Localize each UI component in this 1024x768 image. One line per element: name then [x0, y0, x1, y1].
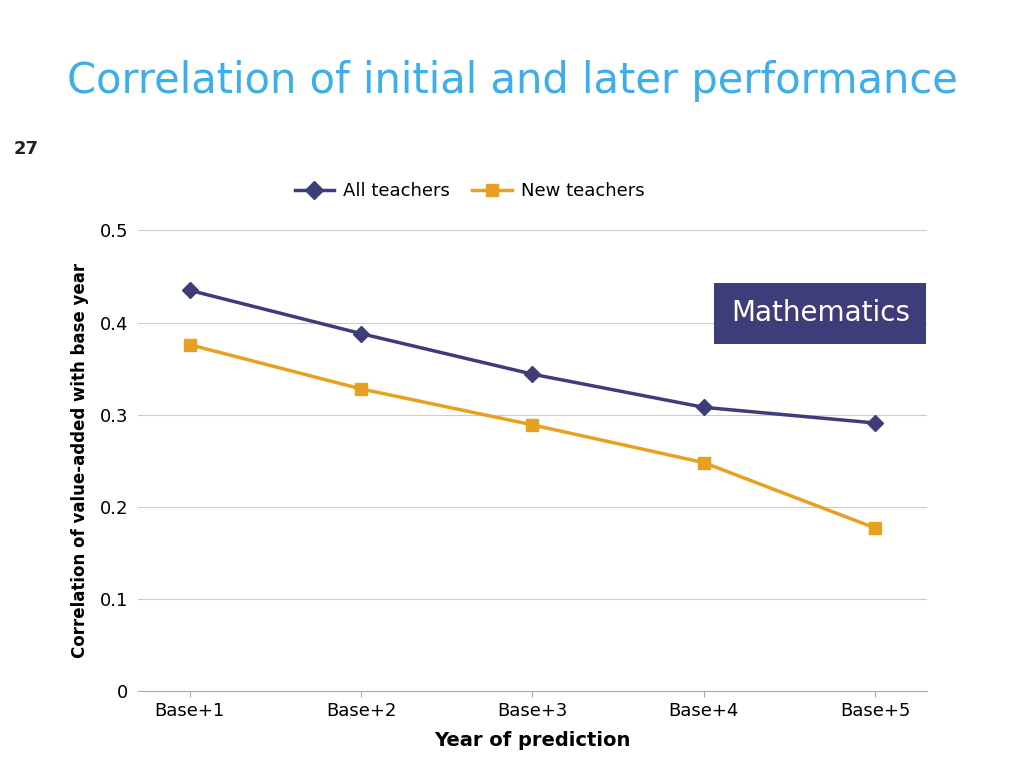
Text: 27: 27 [14, 140, 39, 158]
Legend: All teachers, New teachers: All teachers, New teachers [288, 175, 651, 207]
Text: Mathematics: Mathematics [731, 300, 909, 327]
Y-axis label: Correlation of value-added with base year: Correlation of value-added with base yea… [71, 263, 89, 658]
X-axis label: Year of prediction: Year of prediction [434, 730, 631, 750]
Text: Correlation of initial and later performance: Correlation of initial and later perform… [67, 60, 957, 101]
